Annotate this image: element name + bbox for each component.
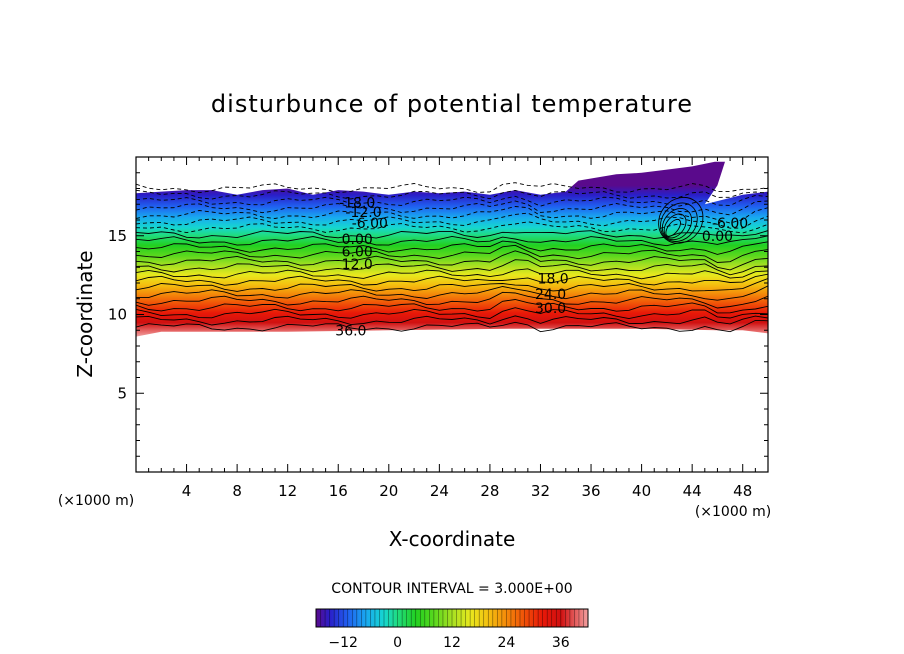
contour-line xyxy=(136,182,768,194)
colorbar-tick-label: −12 xyxy=(328,635,358,651)
contour-line xyxy=(136,299,768,314)
x-tick-label: 4 xyxy=(182,482,192,500)
x-tick-label: 44 xyxy=(683,482,702,500)
contour-line xyxy=(136,259,768,276)
contour-label: 36.0 xyxy=(335,323,366,339)
contour-line xyxy=(136,212,768,229)
colorbar-frame xyxy=(315,608,589,628)
contour-line xyxy=(136,206,768,224)
contour-line xyxy=(136,319,768,333)
plume-contour xyxy=(665,218,681,237)
contour-label: 12.0 xyxy=(342,257,373,273)
y-tick-label: 5 xyxy=(117,384,127,402)
contour-interval-text: CONTOUR INTERVAL = 3.000E+00 xyxy=(331,581,572,597)
plume-contour xyxy=(663,213,687,239)
colorbar-tick-label: 36 xyxy=(552,635,570,651)
x-tick-label: 16 xyxy=(329,482,348,500)
colorbar-tick-label: 24 xyxy=(497,635,515,651)
colorbar-tick-label: 0 xyxy=(393,635,402,651)
contour-line xyxy=(136,250,768,271)
y-axis-label: Z-coordinate xyxy=(73,250,97,377)
plume-contour xyxy=(660,202,698,242)
x-tick-label: 48 xyxy=(733,482,752,500)
contour-line xyxy=(136,273,768,286)
x-axis-unit: (×1000 m) xyxy=(695,504,771,520)
contour-line xyxy=(136,315,768,326)
y-tick-label: 10 xyxy=(108,306,127,324)
contour-line xyxy=(136,285,768,301)
contour-label: 18.0 xyxy=(538,271,569,287)
plume-contour xyxy=(658,196,704,244)
x-tick-label: 40 xyxy=(632,482,651,500)
contour-label: -12.0 xyxy=(345,205,381,221)
contour-line xyxy=(136,307,768,320)
temperature-field xyxy=(136,161,768,337)
x-tick-label: 32 xyxy=(531,482,550,500)
chart-title: disturbunce of potential temperature xyxy=(211,90,693,118)
y-tick-label: 15 xyxy=(108,227,127,245)
contour-line xyxy=(136,230,768,240)
temperature-field-fill xyxy=(136,161,768,337)
contour-line xyxy=(136,194,768,207)
contour-label: 30.0 xyxy=(535,301,566,317)
contour-line xyxy=(136,244,768,263)
contour-label: 6.00 xyxy=(342,245,373,261)
x-tick-label: 36 xyxy=(581,482,600,500)
contour-line xyxy=(136,200,768,216)
x-tick-label: 24 xyxy=(430,482,449,500)
x-tick-label: 20 xyxy=(379,482,398,500)
contour-line xyxy=(136,291,768,309)
colorbar-tick-label: 12 xyxy=(443,635,461,651)
contour-label: -6.00 xyxy=(352,216,388,232)
contour-label: 0.00 xyxy=(702,229,733,245)
contour-lines xyxy=(136,182,768,333)
contour-label: -6.00 xyxy=(712,216,748,232)
contour-line xyxy=(136,240,768,255)
plume-contour xyxy=(661,208,693,241)
x-tick-label: 12 xyxy=(278,482,297,500)
x-tick-label: 8 xyxy=(232,482,242,500)
colorbar: −12 0 12 24 36 xyxy=(315,608,589,651)
contour-labels: -18.0-12.0-6.000.006.0012.018.024.030.03… xyxy=(335,196,748,340)
contour-label: -18.0 xyxy=(339,196,375,212)
x-tick-label: 28 xyxy=(480,482,499,500)
contour-label: 24.0 xyxy=(535,287,566,303)
contour-line xyxy=(136,189,768,200)
contour-line xyxy=(136,268,768,280)
contour-label: 0.00 xyxy=(342,232,373,248)
contour-line xyxy=(136,278,768,292)
x-axis-label: X-coordinate xyxy=(389,527,516,551)
contour-line xyxy=(136,235,768,247)
y-axis-unit: (×1000 m) xyxy=(58,493,134,509)
